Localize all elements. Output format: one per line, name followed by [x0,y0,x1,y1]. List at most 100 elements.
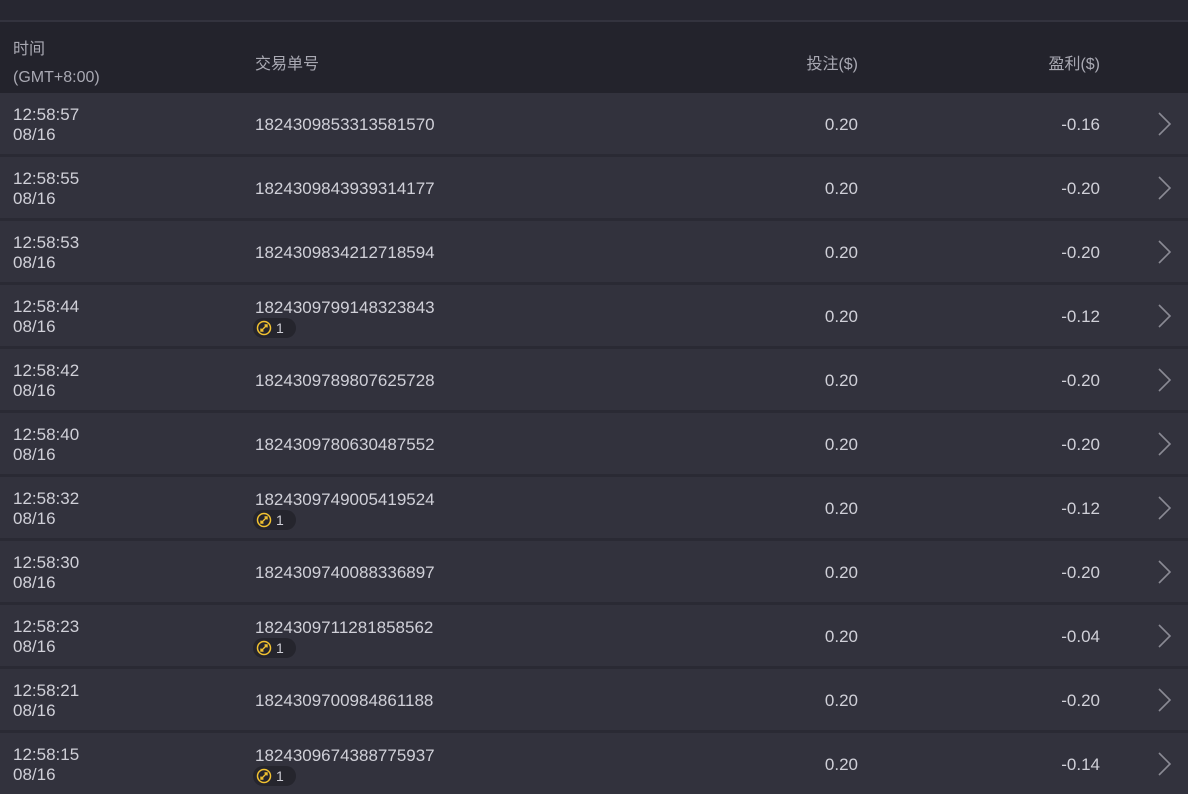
date-value: 08/16 [13,445,56,464]
date-value: 08/16 [13,381,56,400]
table-body: 12:58:57 08/16 1824309853313581570 0.20 … [0,93,1188,794]
date-value: 08/16 [13,765,56,784]
table-row[interactable]: 12:58:30 08/16 1824309740088336897 0.20 … [0,541,1188,602]
bet-cell: 0.20 [824,179,858,198]
table-row[interactable]: 12:58:21 08/16 1824309700984861188 0.20 … [0,669,1188,730]
time-value: 12:58:53 [13,233,80,252]
order-id-cell: 1824309789807625728 [255,371,435,390]
table-row[interactable]: 12:58:55 08/16 1824309843939314177 0.20 … [0,157,1188,218]
date-value: 08/16 [13,509,56,528]
order-id-cell: 1824309799148323843 [255,298,435,317]
profit-cell: -0.14 [1061,755,1100,774]
time-value: 12:58:55 [13,169,80,188]
profit-cell: -0.20 [1061,179,1100,198]
time-value: 12:58:15 [13,745,80,764]
column-header-profit: 盈利($) [1048,56,1100,73]
chevron-right-icon[interactable] [1156,303,1172,329]
time-label: 时间 [13,41,46,58]
free-spin-icon [256,320,272,336]
profit-cell: -0.16 [1061,115,1100,134]
chevron-right-icon[interactable] [1156,623,1172,649]
badge-count: 1 [276,320,284,336]
timezone-label: (GMT+8:00) [13,69,100,86]
free-game-badge: 1 [253,510,296,530]
time-value: 12:58:42 [13,361,80,380]
date-value: 08/16 [13,125,56,144]
chevron-right-icon[interactable] [1156,111,1172,137]
badge-count: 1 [276,640,284,656]
table-row[interactable]: 12:58:53 08/16 1824309834212718594 0.20 … [0,221,1188,282]
top-bar [0,0,1188,22]
time-value: 12:58:30 [13,553,80,572]
time-cell: 12:58:53 08/16 [13,233,79,273]
bet-cell: 0.20 [824,371,858,390]
profit-cell: -0.12 [1061,499,1100,518]
order-id-cell: 1824309853313581570 [255,115,435,134]
profit-cell: -0.20 [1061,435,1100,454]
table-row[interactable]: 12:58:32 08/16 1824309749005419524 0.20 … [0,477,1188,538]
time-value: 12:58:32 [13,489,80,508]
time-cell: 12:58:21 08/16 [13,681,79,721]
order-id-cell: 1824309749005419524 [255,490,435,509]
time-cell: 12:58:57 08/16 [13,105,79,145]
free-game-badge: 1 [253,318,296,338]
table-header: 时间 (GMT+8:00) 交易单号 投注($) 盈利($) [0,22,1188,93]
time-value: 12:58:21 [13,681,80,700]
chevron-right-icon[interactable] [1156,559,1172,585]
time-cell: 12:58:55 08/16 [13,169,79,209]
date-value: 08/16 [13,253,56,272]
bet-cell: 0.20 [824,691,858,710]
profit-cell: -0.04 [1061,627,1100,646]
bet-cell: 0.20 [824,307,858,326]
time-value: 12:58:23 [13,617,80,636]
bet-cell: 0.20 [824,627,858,646]
date-value: 08/16 [13,189,56,208]
time-value: 12:58:57 [13,105,80,124]
chevron-right-icon[interactable] [1156,367,1172,393]
time-cell: 12:58:30 08/16 [13,553,79,593]
time-cell: 12:58:23 08/16 [13,617,79,657]
chevron-right-icon[interactable] [1156,751,1172,777]
time-cell: 12:58:40 08/16 [13,425,79,465]
profit-cell: -0.20 [1061,243,1100,262]
chevron-right-icon[interactable] [1156,239,1172,265]
order-id-cell: 1824309674388775937 [255,746,435,765]
profit-cell: -0.20 [1061,563,1100,582]
bet-cell: 0.20 [824,499,858,518]
time-cell: 12:58:42 08/16 [13,361,79,401]
date-value: 08/16 [13,701,56,720]
table-row[interactable]: 12:58:44 08/16 1824309799148323843 0.20 … [0,285,1188,346]
bet-cell: 0.20 [824,435,858,454]
chevron-right-icon[interactable] [1156,495,1172,521]
time-cell: 12:58:44 08/16 [13,297,79,337]
bet-cell: 0.20 [824,563,858,582]
badge-count: 1 [276,768,284,784]
time-cell: 12:58:15 08/16 [13,745,79,785]
order-id-cell: 1824309700984861188 [255,691,434,710]
table-row[interactable]: 12:58:40 08/16 1824309780630487552 0.20 … [0,413,1188,474]
table-row[interactable]: 12:58:23 08/16 1824309711281858562 0.20 … [0,605,1188,666]
time-cell: 12:58:32 08/16 [13,489,79,529]
date-value: 08/16 [13,317,56,336]
order-id-cell: 1824309843939314177 [255,179,435,198]
badge-count: 1 [276,512,284,528]
column-header-order-id: 交易单号 [255,56,320,73]
free-spin-icon [256,768,272,784]
bet-cell: 0.20 [824,755,858,774]
date-value: 08/16 [13,637,56,656]
table-row[interactable]: 12:58:42 08/16 1824309789807625728 0.20 … [0,349,1188,410]
order-id-cell: 1824309711281858562 [255,618,434,637]
chevron-right-icon[interactable] [1156,687,1172,713]
order-id-cell: 1824309740088336897 [255,563,435,582]
time-value: 12:58:40 [13,425,80,444]
chevron-right-icon[interactable] [1156,175,1172,201]
free-spin-icon [256,512,272,528]
profit-cell: -0.20 [1061,371,1100,390]
table-row[interactable]: 12:58:57 08/16 1824309853313581570 0.20 … [0,93,1188,154]
profit-cell: -0.12 [1061,307,1100,326]
order-id-cell: 1824309834212718594 [255,243,435,262]
bet-cell: 0.20 [824,243,858,262]
table-row[interactable]: 12:58:15 08/16 1824309674388775937 0.20 … [0,733,1188,794]
order-id-cell: 1824309780630487552 [255,435,435,454]
chevron-right-icon[interactable] [1156,431,1172,457]
